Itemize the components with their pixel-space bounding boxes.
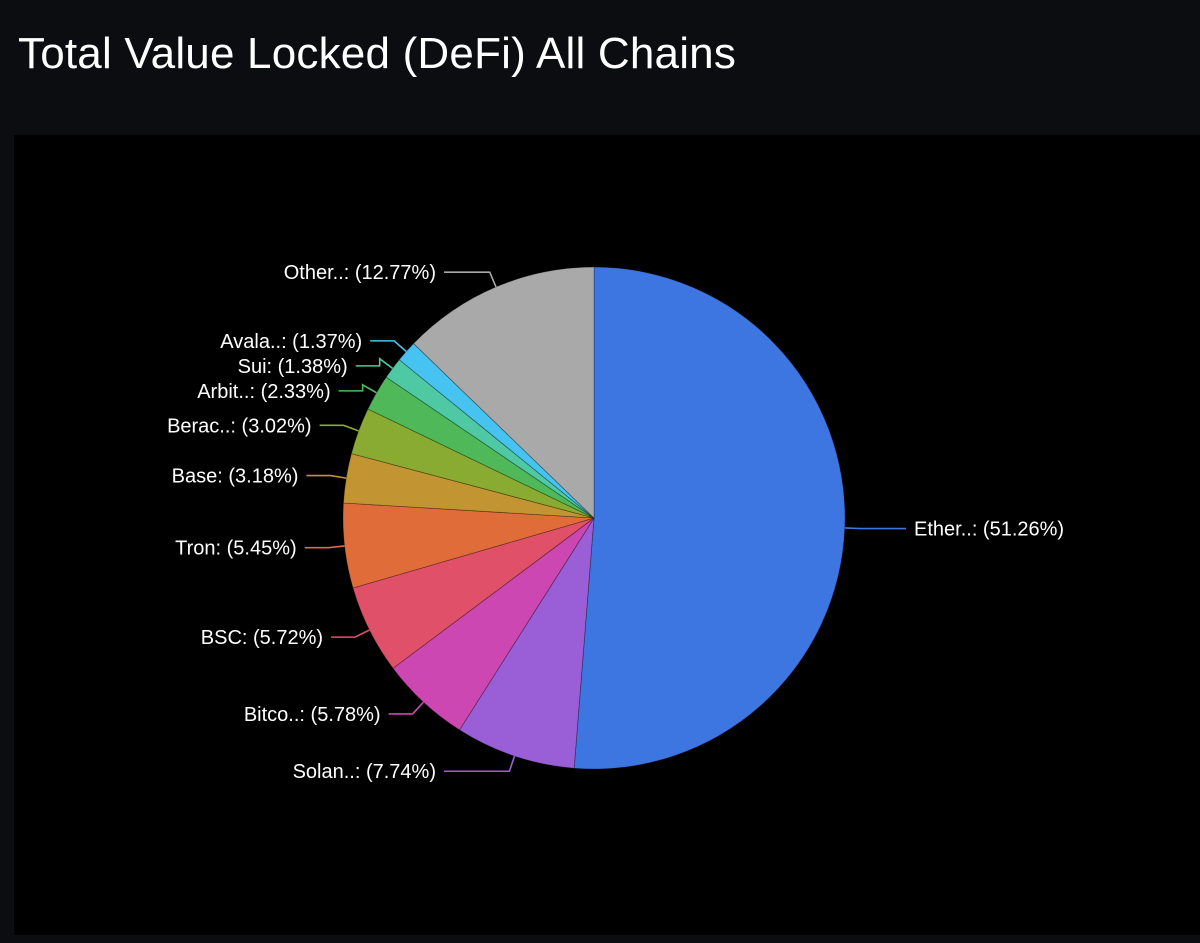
pie-slice-bsc[interactable] [352,517,595,669]
pie-slice-arbit[interactable] [367,376,595,519]
leader-line [304,545,345,549]
leader-line [338,383,377,394]
slice-label: Sui: (1.38%) [238,356,348,378]
leader-line [444,271,497,288]
leader-line [355,357,394,369]
pie-slice-ether[interactable] [573,266,846,770]
leader-line [388,701,425,715]
pie-slice-avala[interactable] [398,342,595,519]
leader-line [444,755,516,773]
pie-slice-tron[interactable] [342,502,595,589]
pie-slice-bitco[interactable] [392,517,595,731]
slice-label: Ether..: (51.26%) [914,519,1064,541]
slice-label: Tron: (5.45%) [175,538,297,560]
leader-line [370,340,407,353]
slice-label: Arbit..: (2.33%) [197,381,330,403]
slice-label: Bitco..: (5.78%) [244,704,381,726]
leader-line [331,629,370,638]
slice-label: Solan..: (7.74%) [293,761,436,783]
slice-label: BSC: (5.72%) [201,627,323,649]
chart-panel: Ether..: (51.26%) Solan..: (7.74%) Bitco..… [14,135,1200,935]
slice-label: Avala..: (1.37%) [220,331,362,353]
pie-chart: Ether..: (51.26%) Solan..: (7.74%) Bitco..… [167,262,1064,783]
page-title: Total Value Locked (DeFi) All Chains [18,29,737,78]
slice-labels: Ether..: (51.26%) Solan..: (7.74%) Bitco..… [167,262,1064,783]
pie-slices [342,266,846,770]
pie-slice-other[interactable] [412,266,595,519]
leader-line [306,474,347,479]
leader-line [844,527,906,530]
slice-label: Base: (3.18%) [172,466,299,488]
slice-label: Other..: (12.77%) [284,262,436,284]
pie-slice-sui[interactable] [385,359,595,519]
pie-slice-base[interactable] [343,453,595,519]
leader-line [319,424,359,432]
slice-label: Berac..: (3.02%) [167,415,312,437]
pie-slice-berac[interactable] [350,408,595,519]
